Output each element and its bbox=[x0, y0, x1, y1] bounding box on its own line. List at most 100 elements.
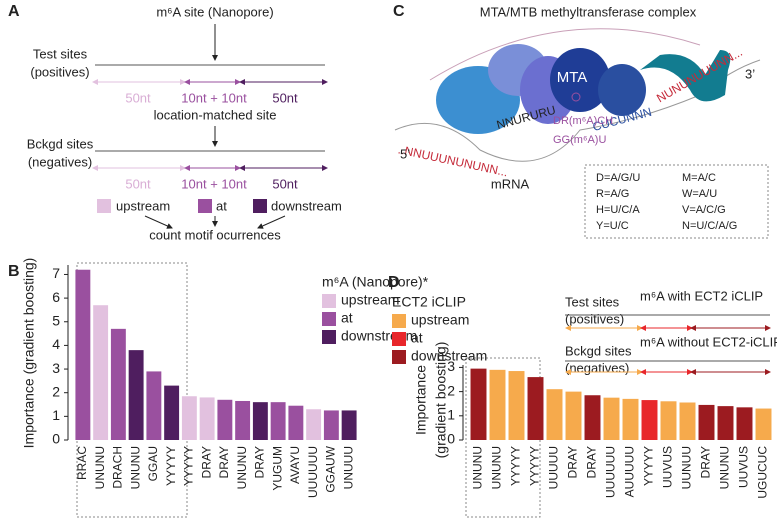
x-tick-label: RRAC bbox=[75, 446, 89, 480]
y-tick-label: 1 bbox=[52, 407, 60, 423]
bar bbox=[341, 410, 357, 440]
key-entry: W=A/U bbox=[682, 188, 717, 200]
x-tick-label: UUUUU bbox=[547, 446, 561, 489]
x-tick-label: YYYYY bbox=[164, 446, 178, 486]
legend-title: ECT2 iCLIP bbox=[392, 294, 466, 310]
legend-label: upstream bbox=[116, 198, 170, 213]
bar bbox=[128, 350, 144, 440]
row-label: (positives) bbox=[565, 311, 624, 326]
x-tick-label: UUNUU bbox=[680, 446, 694, 489]
panel-letter: B bbox=[8, 263, 20, 280]
m6a-site bbox=[571, 92, 581, 102]
x-tick-label: YYYYY bbox=[182, 446, 196, 486]
bar bbox=[323, 410, 339, 440]
x-tick-label: YYYYY bbox=[642, 446, 656, 486]
bar bbox=[641, 400, 658, 440]
key-entry: N=U/C/A/G bbox=[682, 220, 737, 232]
site-label: location-matched site bbox=[154, 107, 277, 122]
panel-d-schematic: Test sites (positives) m⁶A with ECT2 iCL… bbox=[388, 274, 777, 375]
bar bbox=[270, 402, 286, 440]
arc bbox=[429, 28, 701, 81]
y-tick-label: 2 bbox=[52, 383, 60, 399]
bar bbox=[755, 408, 772, 440]
bar bbox=[565, 391, 582, 440]
end-label: 5’ bbox=[400, 146, 410, 161]
motif: GG(m⁶A)U bbox=[553, 134, 606, 146]
swatch bbox=[97, 199, 111, 213]
key-entry: D=A/G/U bbox=[596, 172, 640, 184]
key-entry: M=A/C bbox=[682, 172, 716, 184]
protein-label: MTA bbox=[557, 69, 588, 86]
bar bbox=[622, 398, 639, 440]
segment-label: 10nt + 10nt bbox=[181, 90, 247, 105]
segment-label: 50nt bbox=[125, 90, 151, 105]
bar bbox=[546, 389, 563, 440]
legend-swatch bbox=[322, 294, 336, 308]
footer-label: count motif ocurrences bbox=[149, 227, 281, 242]
bar bbox=[235, 400, 251, 440]
x-tick-label: UUVUS bbox=[661, 446, 675, 488]
segment-label: 50nt bbox=[272, 90, 298, 105]
bar bbox=[508, 371, 525, 440]
bar bbox=[698, 404, 715, 440]
x-tick-label: AVAYU bbox=[288, 446, 302, 484]
mrna-label: mRNA bbox=[491, 176, 530, 191]
row-label: Bckgd sites bbox=[27, 136, 94, 151]
x-tick-label: GGAU bbox=[146, 446, 160, 481]
y-tick-label: 3 bbox=[52, 360, 60, 376]
bar bbox=[110, 328, 126, 440]
x-tick-label: UGUCUC bbox=[756, 446, 770, 499]
x-tick-label: UUUUUU bbox=[604, 446, 618, 498]
x-tick-label: UNUNU bbox=[93, 446, 107, 489]
bar bbox=[306, 409, 322, 440]
x-tick-label: UUUUUU bbox=[306, 446, 320, 498]
x-tick-label: YUGUM bbox=[270, 446, 284, 491]
y-tick-label: 5 bbox=[52, 312, 60, 328]
bar bbox=[489, 369, 506, 440]
x-tick-label: UUVUS bbox=[737, 446, 751, 488]
bar bbox=[199, 397, 215, 440]
y-tick-label: 3 bbox=[447, 358, 455, 374]
bar bbox=[736, 407, 753, 440]
y-tick-label: 7 bbox=[52, 265, 60, 281]
legend-swatch bbox=[392, 350, 406, 364]
panel-letter: A bbox=[8, 3, 20, 20]
legend-label: at bbox=[411, 330, 423, 346]
panel-letter: C bbox=[393, 3, 405, 20]
bar bbox=[146, 371, 162, 440]
x-tick-label: YYYYY bbox=[528, 446, 542, 486]
x-tick-label: GGAUW bbox=[324, 445, 338, 492]
y-axis-label: Importance (gradient boosting) bbox=[21, 258, 37, 449]
key-entry: H=U/C/A bbox=[596, 204, 640, 216]
bar bbox=[93, 305, 109, 440]
protein-blob bbox=[640, 50, 731, 102]
arrow bbox=[144, 215, 173, 229]
bar bbox=[679, 402, 696, 440]
y-axis-label: Importance bbox=[413, 365, 429, 435]
x-tick-label: UNUNU bbox=[471, 446, 485, 489]
panel-title: MTA/MTB methyltransferase complex bbox=[480, 4, 697, 19]
y-tick-label: 0 bbox=[52, 431, 60, 447]
protein-blob bbox=[598, 64, 646, 116]
x-tick-label: DRAY bbox=[199, 446, 213, 478]
segment-label: 50nt bbox=[272, 176, 298, 191]
legend-swatch bbox=[322, 312, 336, 326]
key-entry: V=A/C/G bbox=[682, 204, 726, 216]
row-label: Bckgd sites bbox=[565, 343, 632, 358]
key-entry: Y=U/C bbox=[596, 220, 629, 232]
x-tick-label: AUUUUU bbox=[623, 446, 637, 497]
y-tick-label: 1 bbox=[447, 407, 455, 423]
x-tick-label: UNUUU bbox=[341, 446, 355, 489]
key-entry: R=A/G bbox=[596, 188, 629, 200]
bar bbox=[217, 399, 233, 440]
legend-swatch bbox=[392, 314, 406, 328]
x-tick-label: DRAY bbox=[566, 446, 580, 478]
row-label: Test sites bbox=[33, 46, 88, 61]
bar bbox=[584, 395, 601, 440]
y-tick-label: 6 bbox=[52, 289, 60, 305]
bar bbox=[288, 405, 304, 440]
panel-letter: D bbox=[388, 274, 400, 291]
bar bbox=[717, 406, 734, 440]
protein-blob bbox=[550, 48, 610, 112]
end-label: 3’ bbox=[745, 66, 755, 81]
